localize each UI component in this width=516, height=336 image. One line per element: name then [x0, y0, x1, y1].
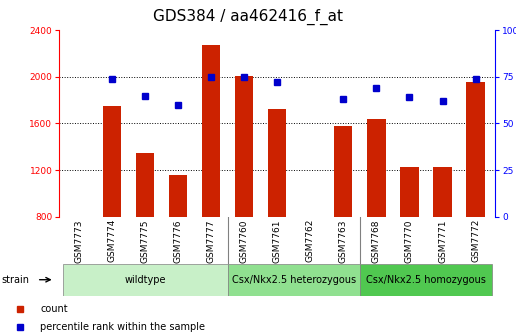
Text: GSM7771: GSM7771	[438, 219, 447, 262]
FancyBboxPatch shape	[360, 264, 492, 296]
Text: GSM7768: GSM7768	[372, 219, 381, 262]
Bar	[103, 106, 121, 310]
Text: GSM7772: GSM7772	[471, 219, 480, 262]
Bar	[268, 110, 286, 310]
Text: wildtype: wildtype	[124, 275, 166, 285]
Bar	[235, 76, 253, 310]
Text: GSM7776: GSM7776	[174, 219, 183, 262]
Bar	[433, 167, 452, 310]
Text: GSM7760: GSM7760	[240, 219, 249, 262]
Text: GSM7773: GSM7773	[75, 219, 84, 262]
Text: percentile rank within the sample: percentile rank within the sample	[40, 322, 205, 332]
Text: GSM7770: GSM7770	[405, 219, 414, 262]
Text: GSM7777: GSM7777	[207, 219, 216, 262]
Text: GSM7762: GSM7762	[306, 219, 315, 262]
Text: GSM7763: GSM7763	[339, 219, 348, 262]
Text: GSM7761: GSM7761	[273, 219, 282, 262]
Bar	[367, 119, 385, 310]
Bar	[169, 175, 187, 310]
Bar	[334, 126, 352, 310]
Text: GSM7774: GSM7774	[108, 219, 117, 262]
Bar	[136, 153, 154, 310]
Bar	[466, 82, 485, 310]
Text: Csx/Nkx2.5 homozygous: Csx/Nkx2.5 homozygous	[366, 275, 486, 285]
FancyBboxPatch shape	[228, 264, 360, 296]
Text: GDS384 / aa462416_f_at: GDS384 / aa462416_f_at	[153, 8, 343, 25]
Bar	[70, 217, 88, 310]
Text: Csx/Nkx2.5 heterozygous: Csx/Nkx2.5 heterozygous	[232, 275, 356, 285]
FancyBboxPatch shape	[62, 264, 228, 296]
Text: strain: strain	[1, 275, 29, 285]
Bar	[301, 217, 319, 310]
Bar	[202, 45, 220, 310]
Text: count: count	[40, 304, 68, 314]
Text: GSM7775: GSM7775	[141, 219, 150, 262]
Bar	[400, 167, 418, 310]
